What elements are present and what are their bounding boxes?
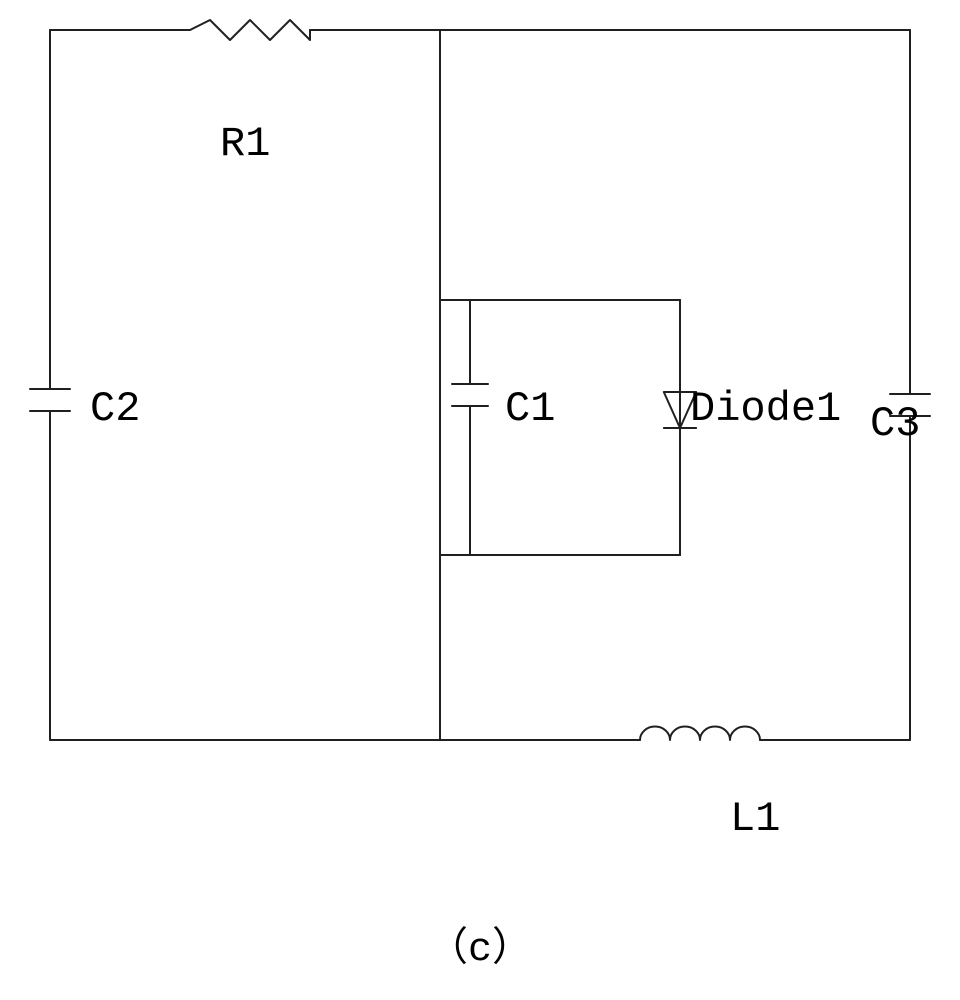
c1-label: C1	[505, 385, 555, 433]
c3-label: C3	[870, 400, 920, 448]
circuit-diagram: R1 C2 C1 Diode1 C3 L1 （c）	[0, 0, 960, 1000]
l1-label: L1	[730, 795, 780, 843]
figure-caption: （c）	[428, 925, 532, 973]
resistor-symbol	[190, 20, 310, 40]
inductor-symbol	[640, 727, 760, 741]
diode1-label: Diode1	[690, 385, 841, 433]
c2-label: C2	[90, 385, 140, 433]
r1-label: R1	[220, 120, 270, 168]
